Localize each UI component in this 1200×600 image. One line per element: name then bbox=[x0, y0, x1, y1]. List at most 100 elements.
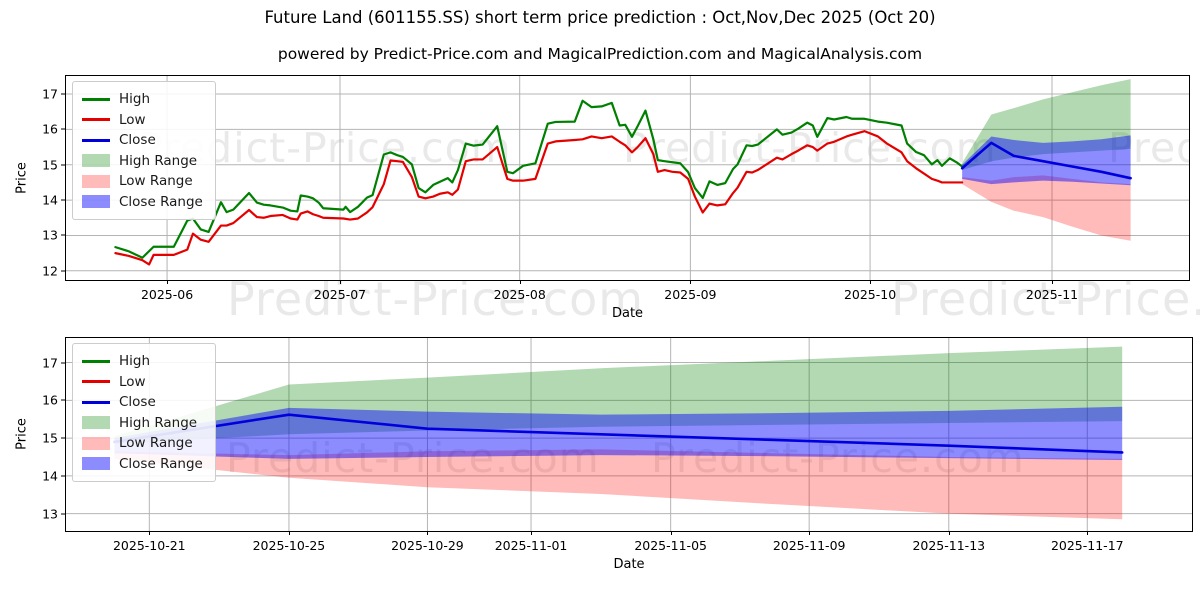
legend-label: Low bbox=[119, 111, 146, 128]
high-range-area bbox=[962, 79, 1131, 171]
y-tick-mark bbox=[61, 399, 65, 401]
y-tick-mark bbox=[61, 270, 65, 272]
x-tick-label: 2025-06 bbox=[140, 287, 194, 302]
legend-item: Low Range bbox=[82, 171, 203, 192]
legend-item: Close Range bbox=[82, 192, 203, 213]
x-tick-label: 2025-11-13 bbox=[912, 538, 986, 553]
x-tick-label: 2025-11-01 bbox=[494, 538, 568, 553]
legend-item: High bbox=[82, 89, 203, 110]
x-tick-mark bbox=[1087, 531, 1089, 535]
x-tick-mark bbox=[870, 280, 872, 284]
y-tick-label: 16 bbox=[42, 392, 58, 408]
x-tick-label: 2025-10-29 bbox=[391, 538, 464, 553]
x-tick-label: 2025-10-21 bbox=[112, 538, 186, 553]
legend-item: High Range bbox=[82, 413, 203, 434]
y-tick-mark bbox=[61, 513, 65, 515]
y-tick-label: 17 bbox=[42, 86, 58, 102]
close-range-area bbox=[962, 135, 1131, 186]
x-tick-label: 2025-11-05 bbox=[634, 538, 707, 553]
price-history-chart: Predict-Price.com Predict-Price.com Pred… bbox=[15, 75, 1190, 321]
x-axis-label: Date bbox=[613, 557, 645, 572]
legend-swatch-close_fill bbox=[82, 195, 110, 209]
x-tick-mark bbox=[167, 280, 169, 284]
x-tick-mark bbox=[531, 531, 533, 535]
legend-swatch-close_fill bbox=[82, 457, 110, 471]
legend-label: Close Range bbox=[119, 455, 203, 472]
legend-swatch-high_fill bbox=[82, 154, 110, 168]
y-axis-label: Price bbox=[14, 162, 30, 194]
low-range-area bbox=[114, 449, 1123, 520]
legend-item: High bbox=[82, 351, 203, 372]
legend-item: Close Range bbox=[82, 454, 203, 475]
legend-item: Low Range bbox=[82, 433, 203, 454]
x-tick-label: 2025-08 bbox=[493, 287, 546, 302]
y-tick-mark bbox=[61, 437, 65, 439]
x-tick-label: 2025-11-09 bbox=[772, 538, 846, 553]
x-tick-label: 2025-11-17 bbox=[1050, 538, 1124, 553]
legend-swatch-close bbox=[82, 138, 110, 142]
y-tick-mark bbox=[61, 475, 65, 477]
x-tick-label: 2025-07 bbox=[313, 287, 367, 302]
x-tick-mark bbox=[690, 280, 692, 284]
legend-label: Close bbox=[119, 394, 156, 411]
x-tick-mark bbox=[427, 531, 429, 535]
x-tick-label: 2025-09 bbox=[664, 287, 717, 302]
y-tick-label: 12 bbox=[42, 263, 58, 279]
chart-canvas bbox=[66, 338, 1192, 531]
legend-label: Low Range bbox=[119, 173, 193, 190]
chart-legend: High Low Close High Range Low Range Close Ran… bbox=[72, 81, 216, 220]
y-tick-label: 16 bbox=[42, 121, 58, 137]
x-tick-mark bbox=[149, 531, 151, 535]
legend-swatch-low_fill bbox=[82, 174, 110, 188]
y-tick-label: 15 bbox=[42, 430, 58, 446]
y-tick-mark bbox=[61, 164, 65, 166]
page-title: Future Land (601155.SS) short term price… bbox=[264, 8, 936, 27]
x-tick-mark bbox=[288, 531, 290, 535]
legend-item: Close bbox=[82, 392, 203, 413]
prediction-chart: Predict-Price.com Predict-Price.com High… bbox=[15, 337, 1193, 572]
y-tick-label: 14 bbox=[42, 192, 58, 208]
low-line bbox=[114, 130, 964, 266]
x-axis-label: Date bbox=[611, 306, 644, 321]
y-tick-label: 13 bbox=[42, 227, 58, 243]
chart-plot-area: Predict-Price.com Predict-Price.com bbox=[66, 338, 1192, 531]
legend-swatch-high bbox=[82, 359, 110, 363]
y-tick-label: 15 bbox=[42, 157, 58, 173]
y-tick-mark bbox=[61, 199, 65, 201]
close-line bbox=[960, 141, 1132, 180]
y-axis-label: Price bbox=[14, 418, 30, 450]
x-tick-mark bbox=[809, 531, 811, 535]
legend-label: High bbox=[119, 353, 151, 370]
x-tick-mark bbox=[948, 531, 950, 535]
low-range-area bbox=[962, 175, 1131, 241]
chart-canvas bbox=[66, 76, 1189, 280]
legend-item: High Range bbox=[82, 151, 203, 172]
legend-item: Low bbox=[82, 372, 203, 393]
high-line bbox=[114, 99, 964, 259]
legend-label: Low Range bbox=[119, 435, 193, 452]
legend-label: Close Range bbox=[119, 193, 203, 210]
y-tick-label: 13 bbox=[42, 506, 58, 522]
x-tick-mark bbox=[519, 280, 521, 284]
y-tick-mark bbox=[61, 128, 65, 130]
legend-item: Close bbox=[82, 130, 203, 151]
close-range-area bbox=[114, 406, 1123, 460]
legend-label: High bbox=[119, 91, 151, 108]
x-tick-label: 2025-10-25 bbox=[252, 538, 326, 553]
x-tick-mark bbox=[340, 280, 341, 284]
x-tick-label: 2025-10 bbox=[843, 287, 897, 302]
y-tick-label: 17 bbox=[42, 355, 58, 371]
y-tick-label: 14 bbox=[42, 468, 58, 484]
legend-swatch-low bbox=[82, 118, 110, 122]
y-tick-mark bbox=[61, 362, 65, 364]
y-tick-mark bbox=[61, 93, 65, 95]
x-tick-label: 2025-11 bbox=[1025, 287, 1079, 302]
chart-plot-area: Predict-Price.com Predict-Price.com Pred… bbox=[66, 76, 1189, 280]
legend-label: Low bbox=[119, 373, 146, 390]
high-range-area bbox=[114, 346, 1123, 444]
legend-swatch-high_fill bbox=[82, 416, 110, 430]
close-line bbox=[113, 413, 1124, 454]
y-tick-mark bbox=[61, 234, 65, 236]
figure-subtitle: powered by Predict-Price.com and Magical… bbox=[277, 45, 923, 63]
